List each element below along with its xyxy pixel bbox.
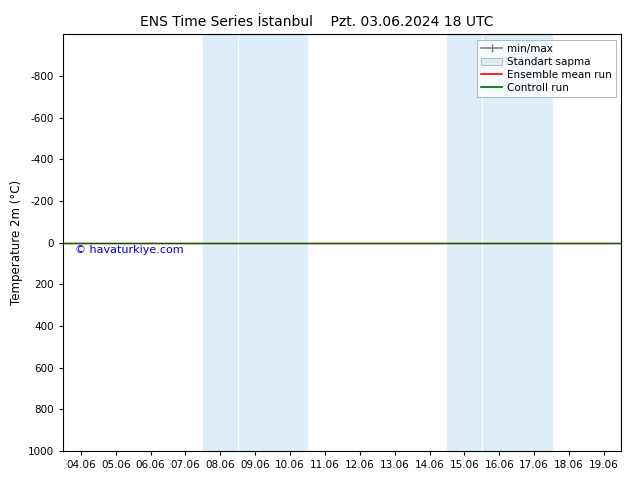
Legend: min/max, Standart sapma, Ensemble mean run, Controll run: min/max, Standart sapma, Ensemble mean r… xyxy=(477,40,616,97)
Text: ENS Time Series İstanbul    Pzt. 03.06.2024 18 UTC: ENS Time Series İstanbul Pzt. 03.06.2024… xyxy=(140,15,494,29)
Bar xyxy=(447,34,552,451)
Y-axis label: Temperature 2m (°C): Temperature 2m (°C) xyxy=(10,180,23,305)
Bar xyxy=(203,34,307,451)
Text: © havaturkiye.com: © havaturkiye.com xyxy=(75,245,183,255)
